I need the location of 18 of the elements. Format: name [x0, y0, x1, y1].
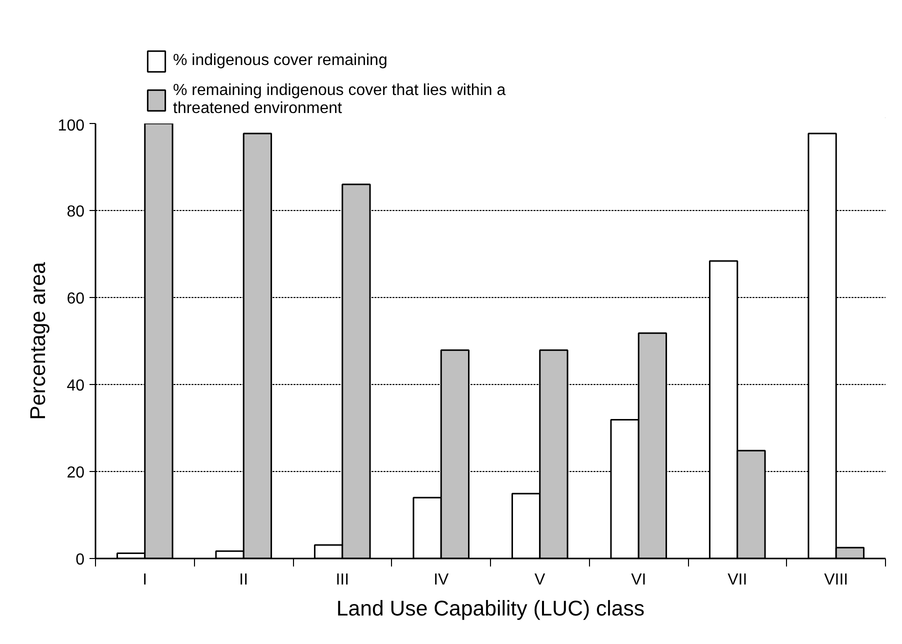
x-tick-label: V: [534, 572, 546, 588]
x-tick-label: VI: [631, 572, 646, 588]
y-tick-label: 20: [66, 464, 85, 482]
x-tick-label: II: [239, 572, 248, 588]
x-tick-label: VIII: [824, 572, 848, 588]
y-axis-title: Percentage area: [26, 262, 50, 420]
x-axis-title: Land Use Capability (LUC) class: [336, 596, 645, 620]
x-tick-label: IV: [434, 572, 450, 588]
y-tick-label: 0: [76, 552, 85, 568]
legend-label: % remaining indigenous cover that lies within a threatened environment: [173, 82, 506, 118]
x-tick-label: III: [336, 572, 350, 588]
legend-label: % indigenous cover remaining: [173, 52, 388, 70]
y-tick-label: 100: [58, 118, 85, 134]
x-tick-label: VII: [728, 572, 748, 588]
x-tick-label: I: [142, 572, 148, 588]
y-tick-label: 40: [66, 378, 85, 394]
y-tick-label: 60: [66, 290, 85, 308]
y-tick-label: 80: [66, 204, 85, 220]
